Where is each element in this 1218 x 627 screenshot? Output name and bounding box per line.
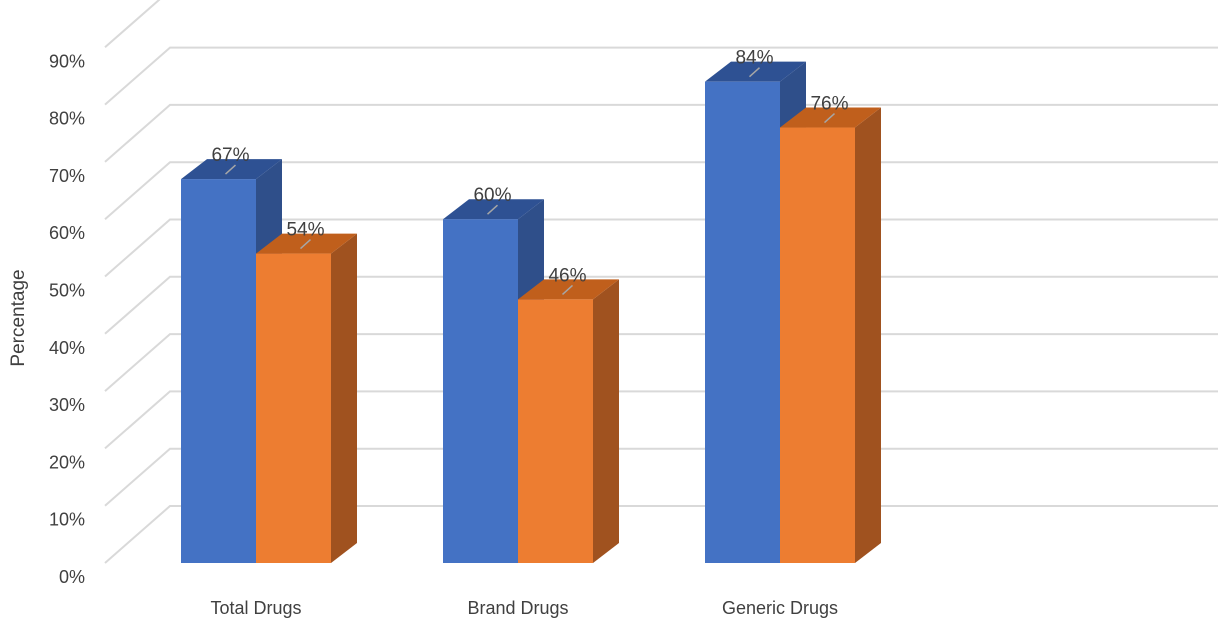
data-label-leader [299, 239, 312, 250]
data-label-leader [224, 164, 237, 175]
y-tick-label: 90% [49, 51, 85, 71]
bar-front [705, 81, 780, 564]
bar-side [331, 233, 357, 563]
data-label-leader [561, 284, 574, 295]
gridline [104, 0, 161, 49]
y-tick-label: 10% [49, 510, 85, 530]
gridline [104, 103, 1218, 163]
data-labels: 67% 54% 60% 46% 84% 76% [211, 48, 849, 295]
x-category-label: Generic Drugs [722, 598, 838, 618]
x-axis-categories: Total Drugs Brand Drugs Generic Drugs [210, 598, 838, 618]
y-tick-label: 30% [49, 395, 85, 415]
bar-side [593, 279, 619, 563]
bar-total-drugs-series-2 [256, 233, 357, 563]
data-label: 67% [211, 145, 249, 166]
bar-brand-drugs-series-2 [518, 279, 619, 563]
y-tick-label: 50% [49, 281, 85, 301]
data-label-leader [823, 112, 836, 124]
bar-front [181, 179, 256, 563]
bar-generic-drugs-series-2 [780, 107, 881, 564]
y-axis-ticks: 0% 10% 20% 30% 40% 50% 60% 70% 80% 90% [49, 51, 85, 587]
y-tick-label: 80% [49, 109, 85, 129]
data-label-leader [486, 204, 499, 215]
data-label: 84% [735, 48, 773, 69]
y-tick-label: 70% [49, 166, 85, 186]
bars [181, 61, 881, 564]
y-tick-label: 0% [59, 567, 85, 587]
gridline [104, 46, 1218, 106]
y-tick-label: 40% [49, 338, 85, 358]
x-category-label: Brand Drugs [467, 598, 568, 618]
y-tick-label: 20% [49, 452, 85, 472]
x-category-label: Total Drugs [210, 598, 301, 618]
gridlines [104, 0, 1218, 564]
bar-front [443, 219, 518, 563]
bar-front [780, 127, 855, 564]
data-label: 54% [286, 220, 324, 241]
bar-side [855, 107, 881, 564]
bar-front [518, 299, 593, 563]
data-label: 46% [548, 265, 586, 286]
data-label: 76% [810, 94, 848, 115]
data-label: 60% [473, 185, 511, 206]
y-tick-label: 60% [49, 223, 85, 243]
bar-front [256, 253, 331, 563]
data-label-leader [748, 67, 761, 78]
y-axis-title: Percentage [8, 269, 29, 366]
